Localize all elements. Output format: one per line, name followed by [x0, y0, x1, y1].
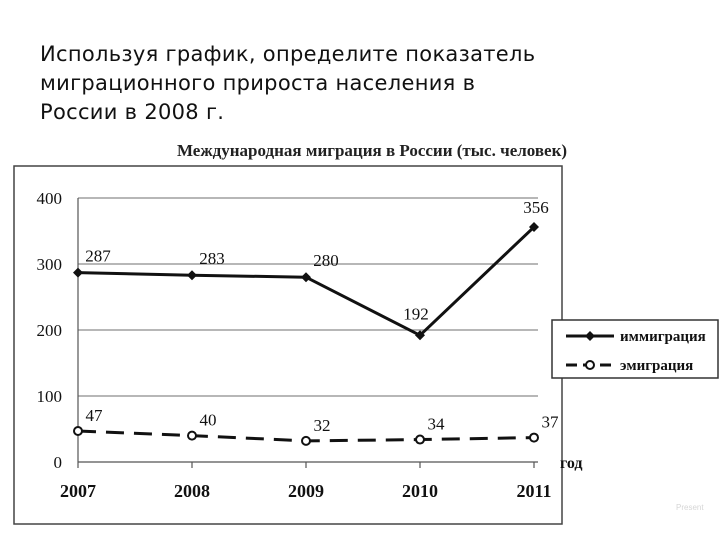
- x-tick-label-2010: 2010: [402, 481, 438, 501]
- emigration-label-2010: 34: [428, 415, 446, 434]
- immigration-point-2011: [529, 222, 539, 233]
- x-tick-label-2009: 2009: [288, 481, 324, 501]
- x-axis-label: год: [560, 455, 583, 472]
- grid: [78, 197, 538, 397]
- immigration-label-2009: 280: [313, 251, 339, 270]
- legend-emigration-marker: [585, 360, 595, 370]
- watermark: Present: [676, 503, 704, 512]
- x-tick-label-2011: 2011: [516, 481, 551, 501]
- y-tick-label-400: 400: [37, 189, 63, 208]
- question-line-1: Используя график, определите показатель: [40, 42, 536, 66]
- x-tick-label-2007: 2007: [60, 481, 96, 501]
- y-tick-label-300: 300: [37, 255, 63, 274]
- legend-immigration-marker: [585, 331, 595, 341]
- legend-emigration-label: эмиграция: [620, 358, 693, 374]
- emigration-point-2009: [301, 435, 311, 446]
- y-tick-label-100: 100: [37, 387, 63, 406]
- emigration-label-2009: 32: [314, 416, 331, 435]
- legend-box: [551, 319, 719, 379]
- immigration-label-2010: 192: [403, 304, 429, 323]
- x-tick-labels: 2007 2008 2009 2010 2011: [60, 481, 552, 501]
- emigration-label-2008: 40: [200, 411, 217, 430]
- axes: [77, 198, 538, 468]
- series-layer: 287 283 280 192 356 47 40 32 34 37: [73, 198, 560, 446]
- immigration-point-2008: [187, 270, 197, 281]
- y-tick-labels: 0 100 200 300 400: [37, 189, 63, 472]
- emigration-point-2008: [187, 430, 197, 441]
- immigration-label-2007: 287: [85, 247, 111, 266]
- immigration-point-2009: [301, 272, 311, 283]
- emigration-label-2007: 47: [86, 406, 104, 425]
- emigration-point-2007: [73, 425, 83, 436]
- chart-title: Международная миграция в России (тыс. че…: [177, 141, 567, 160]
- chart-frame: [13, 165, 563, 525]
- question-text: Используя график, определите показатель …: [40, 40, 680, 127]
- emigration-point-2011: [529, 432, 539, 443]
- immigration-point-2010: [415, 330, 425, 341]
- immigration-label-2008: 283: [199, 249, 225, 268]
- immigration-point-2007: [73, 267, 83, 278]
- question-line-2: миграционного прироста населения в: [40, 71, 476, 95]
- immigration-label-2011: 356: [523, 198, 549, 217]
- x-tick-label-2008: 2008: [174, 481, 210, 501]
- emigration-point-2010: [415, 434, 425, 445]
- emigration-label-2011: 37: [542, 413, 560, 432]
- migration-chart: Международная миграция в России (тыс. че…: [13, 141, 719, 525]
- question-line-3: России в 2008 г.: [40, 100, 225, 124]
- legend: иммиграция эмиграция: [551, 319, 719, 379]
- y-tick-label-200: 200: [37, 321, 63, 340]
- y-tick-label-0: 0: [54, 453, 63, 472]
- legend-immigration-label: иммиграция: [620, 329, 706, 345]
